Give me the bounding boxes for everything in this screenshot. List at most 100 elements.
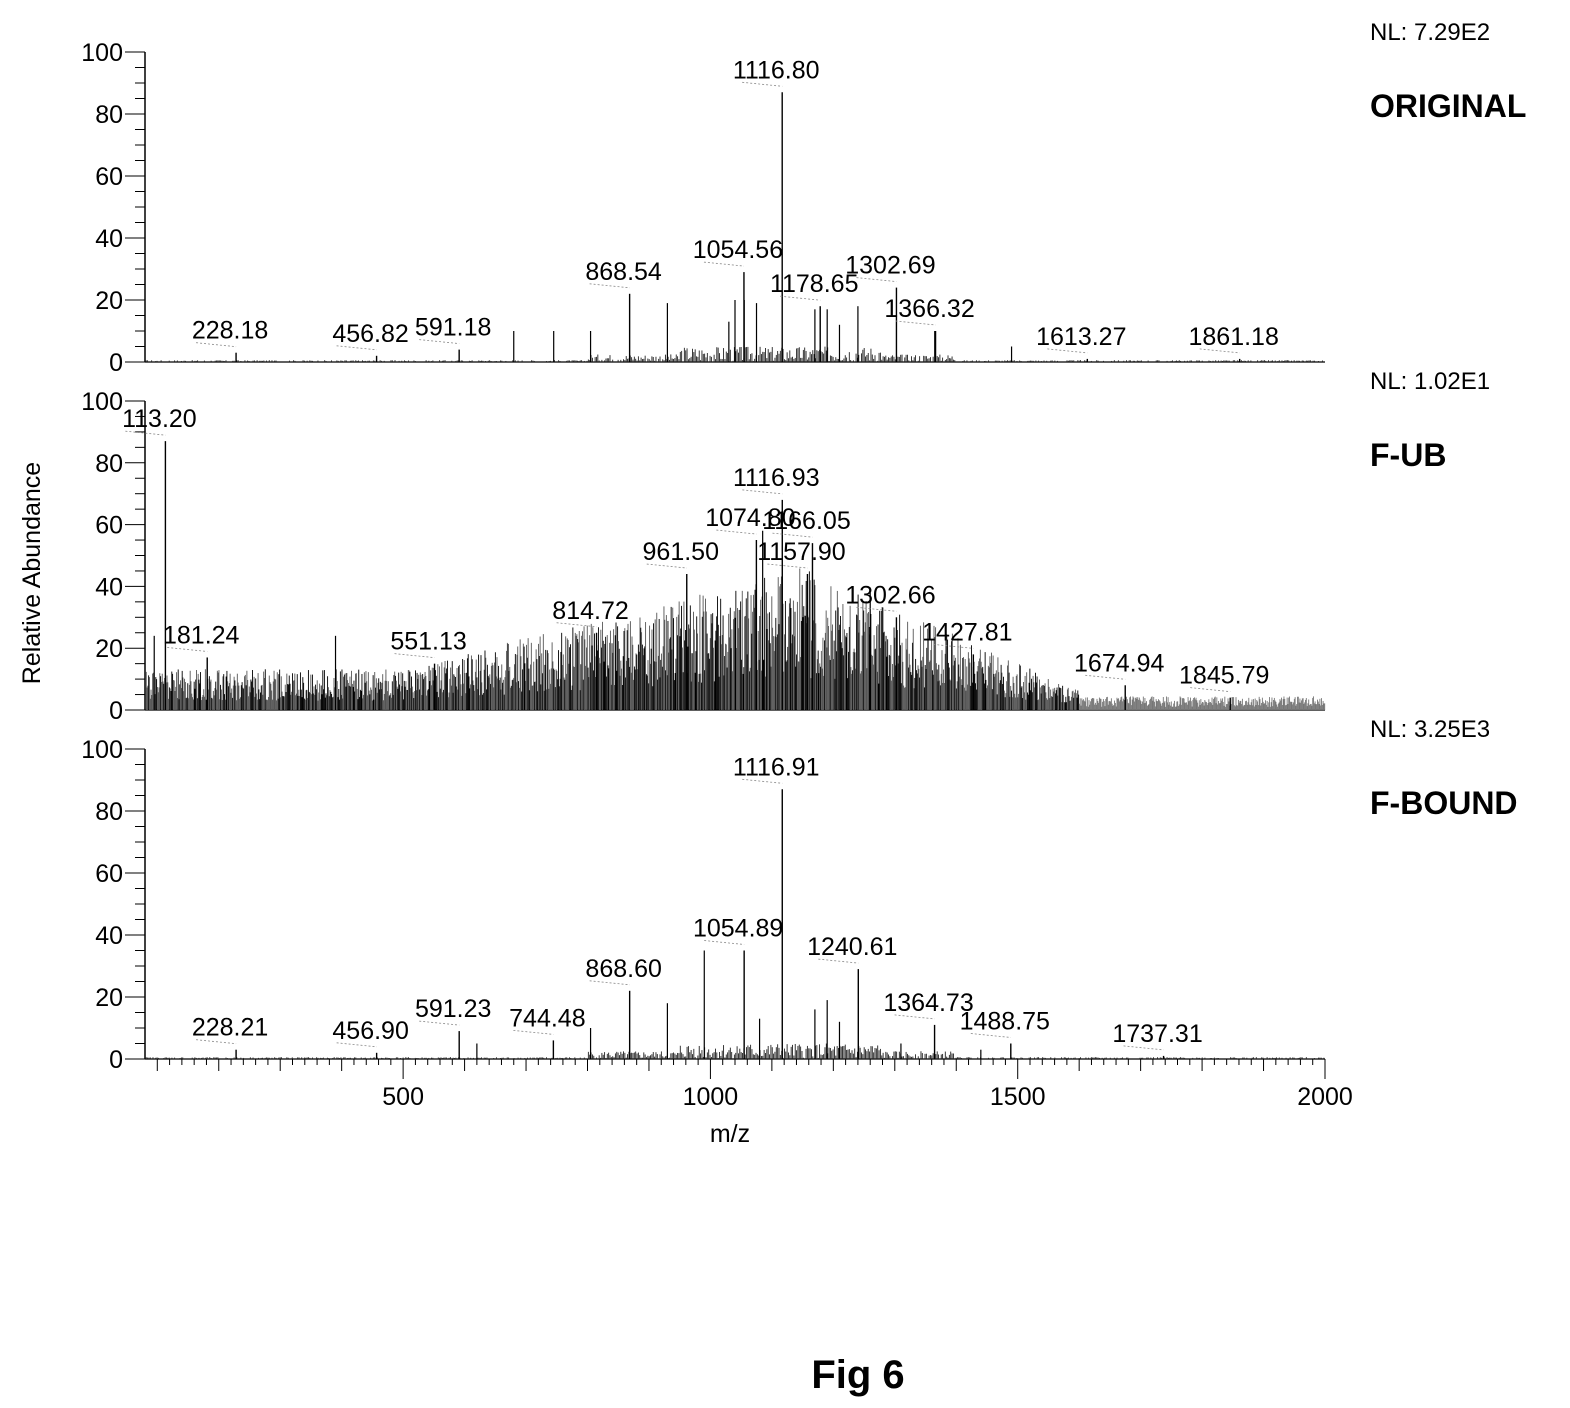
peak-label-leader	[1085, 674, 1126, 680]
peak-label: 814.72	[552, 597, 628, 625]
y-tick-label: 60	[95, 163, 123, 191]
y-tick-label: 0	[109, 349, 123, 377]
peak-label: 181.24	[163, 621, 240, 649]
peak-label: 1074.80	[705, 504, 795, 532]
peak-label: 1178.65	[770, 270, 859, 298]
noise-baseline	[145, 346, 1323, 362]
peak-label-leader	[742, 489, 783, 495]
x-tick-label: 1000	[683, 1083, 739, 1111]
y-tick-label: 40	[95, 922, 123, 950]
peak-label: 228.18	[192, 317, 268, 345]
y-tick-label: 60	[95, 860, 123, 888]
peak-label: 961.50	[643, 538, 719, 566]
peak-label: 1054.89	[693, 915, 783, 943]
peak-label: 1427.81	[922, 618, 1012, 646]
x-tick-label: 2000	[1297, 1083, 1353, 1111]
y-tick-label: 80	[95, 450, 123, 478]
peak-label-leader	[742, 778, 783, 784]
peak-label-leader	[894, 1014, 935, 1020]
spectra-panels: 0 20 40 60 80 100 1116.80 1054.56 1178.65 868.54 5…	[81, 19, 1526, 1074]
panel-name: F-BOUND	[1370, 785, 1518, 821]
y-tick-label: 100	[81, 388, 123, 416]
peak-label: 744.48	[509, 1004, 585, 1032]
peak-label-leader	[196, 342, 237, 348]
normalization-level: NL: 7.29E2	[1370, 19, 1490, 46]
peak-label: 868.54	[585, 258, 662, 286]
y-tick-label: 100	[81, 736, 123, 764]
peak-label: 1737.31	[1112, 1020, 1202, 1048]
peak-label-leader	[703, 261, 744, 267]
peak-label-leader	[970, 1033, 1011, 1038]
peak-label-leader	[742, 81, 783, 87]
peak-label-leader	[556, 622, 597, 628]
peak-label-leader	[895, 320, 936, 326]
y-tick-label: 0	[109, 697, 123, 725]
peak-label: 591.18	[415, 314, 491, 342]
peak-label-leader	[196, 1039, 237, 1045]
peak-label-leader	[589, 283, 630, 289]
peak-label-leader	[513, 1030, 554, 1035]
peak-label: 1116.80	[733, 56, 820, 84]
peak-label: 456.82	[332, 320, 408, 348]
x-axis-title: m/z	[710, 1120, 750, 1148]
spectrum-panel-original: 0 20 40 60 80 100 1116.80 1054.56 1178.65 868.54 5…	[81, 19, 1526, 377]
normalization-level: NL: 1.02E1	[1370, 368, 1490, 395]
peak-label: 1674.94	[1074, 649, 1164, 677]
peak-label-leader	[167, 647, 208, 652]
peak-label-leader	[419, 339, 460, 344]
spectrum-panel-f-ub: 020406080100113.201116.931157.901074.801…	[81, 368, 1490, 725]
peak-label-leader	[716, 529, 757, 535]
panel-name: ORIGINAL	[1370, 88, 1526, 124]
peak-label-leader	[1123, 1045, 1164, 1051]
peak-label: 1054.56	[693, 236, 783, 264]
peak-label: 551.13	[390, 628, 466, 656]
peak-label: 868.60	[585, 955, 661, 983]
peak-label-leader	[394, 653, 435, 659]
peak-label-leader	[767, 563, 808, 569]
peak-label: 1166.05	[762, 507, 851, 535]
y-tick-label: 20	[95, 287, 123, 315]
peak-label-leader	[1047, 348, 1088, 354]
peak-label: 113.20	[122, 405, 197, 433]
peak-label: 1116.93	[733, 464, 820, 492]
peak-label: 228.21	[192, 1014, 268, 1042]
peak-label: 1157.90	[757, 538, 846, 566]
y-tick-label: 40	[95, 573, 123, 601]
peak-label-leader	[646, 563, 687, 569]
y-tick-label: 60	[95, 512, 123, 540]
peak-label-leader	[589, 980, 630, 986]
x-tick-label: 1500	[990, 1083, 1046, 1111]
peak-label-leader	[818, 958, 859, 964]
y-tick-label: 80	[95, 101, 123, 129]
peak-label-leader	[704, 940, 745, 945]
peak-label: 1364.73	[883, 989, 973, 1017]
figure-caption: Fig 6	[811, 1353, 904, 1397]
peak-label-leader	[772, 532, 813, 538]
peak-label-leader	[933, 643, 974, 649]
peak-label: 1302.69	[845, 252, 935, 280]
y-tick-label: 20	[95, 984, 123, 1012]
peak-label: 1302.66	[845, 581, 935, 609]
peak-label-leader	[336, 345, 377, 351]
normalization-level: NL: 3.25E3	[1370, 716, 1490, 743]
peak-label-leader	[1199, 348, 1240, 354]
peak-label-leader	[856, 277, 897, 282]
y-axis-title: Relative Abundance	[18, 462, 46, 684]
spectrum-panel-f-bound: 0 20 40 60 80 100 1116.91 1054.89 1240.61 868.60 5…	[81, 716, 1517, 1074]
shared-x-axis: 500 1000 1500 2000	[156, 1059, 1353, 1111]
peak-label: 456.90	[332, 1017, 408, 1045]
peak-label: 1488.75	[960, 1008, 1050, 1036]
peak-label-leader	[336, 1042, 377, 1048]
peak-label-leader	[1190, 687, 1231, 693]
peak-label: 1861.18	[1188, 323, 1278, 351]
y-tick-label: 20	[95, 635, 123, 663]
peak-label: 591.23	[415, 995, 491, 1023]
x-tick-label: 500	[382, 1083, 424, 1111]
peak-label: 1613.27	[1036, 323, 1126, 351]
y-tick-label: 100	[81, 39, 123, 67]
peak-label: 1366.32	[884, 295, 974, 323]
y-tick-label: 80	[95, 798, 123, 826]
y-tick-label: 0	[109, 1046, 123, 1074]
peak-label-leader	[780, 295, 821, 301]
